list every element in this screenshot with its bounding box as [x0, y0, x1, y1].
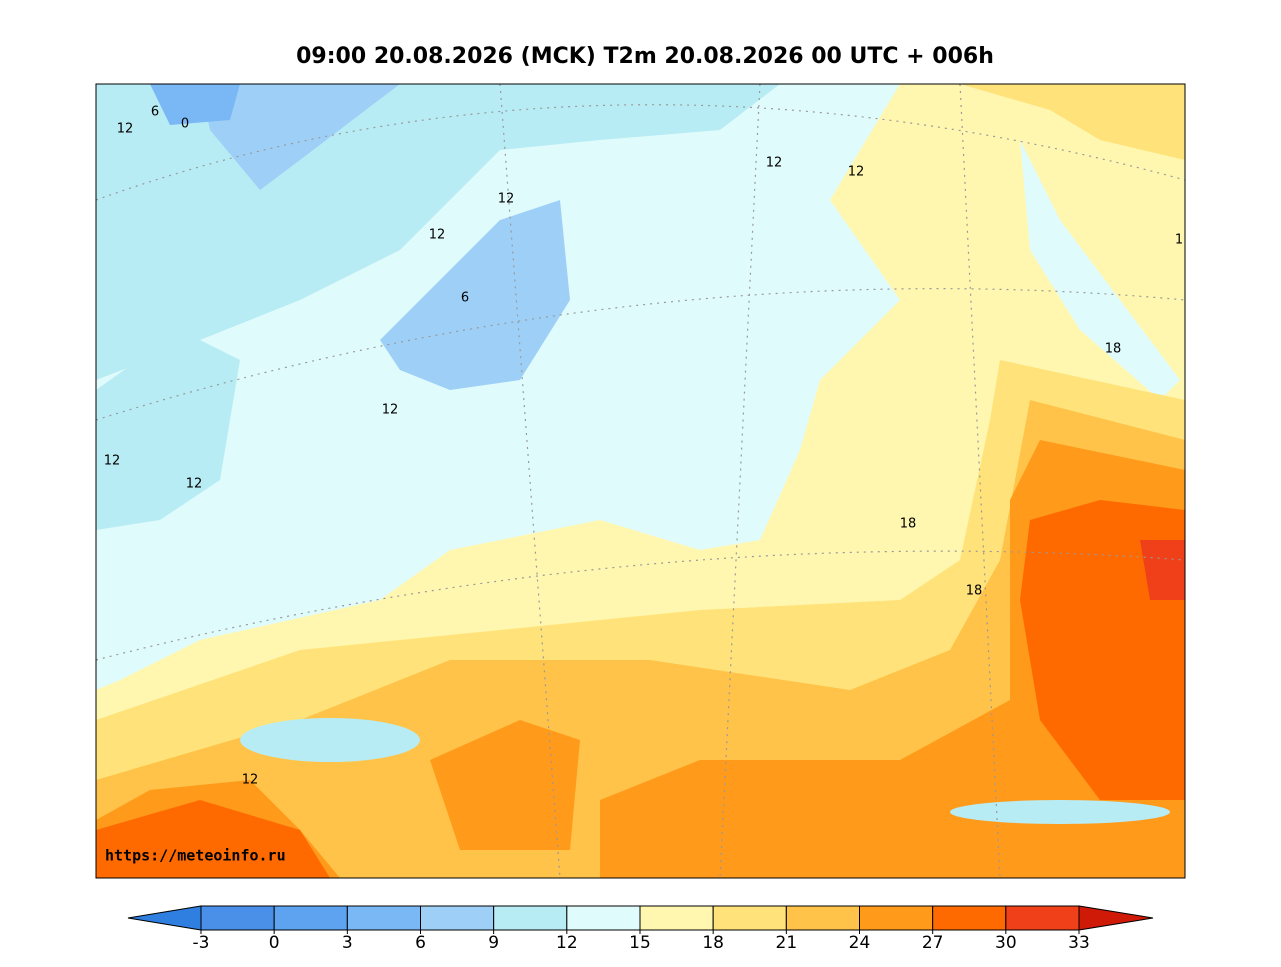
- contour-label: 12: [498, 192, 515, 207]
- colorbar-segment: [273, 905, 348, 931]
- colorbar-segment: [639, 905, 714, 931]
- colorbar-tick-label: 12: [556, 933, 578, 953]
- colorbar-tick-label: 6: [415, 933, 426, 953]
- colorbar-segment: [566, 905, 641, 931]
- colorbar-segment: [200, 905, 275, 931]
- colorbar-tick-label: 15: [629, 933, 651, 953]
- contour-label: 12: [766, 156, 783, 171]
- colorbar-tick-label: -3: [193, 933, 210, 953]
- contour-label: 18: [900, 517, 917, 532]
- colorbar-tick-label: 9: [488, 933, 499, 953]
- contour-labels: 12 6 0 12 12 12 12 6 12 12 12 12 18 18 1…: [104, 105, 1183, 788]
- colorbar-tick-label: 0: [269, 933, 280, 953]
- colorbar-segment: [346, 905, 422, 931]
- colorbar-tick-label: 27: [922, 933, 944, 953]
- credit: https://meteoinfo.ru: [105, 847, 286, 865]
- contour-label: 12: [104, 454, 121, 469]
- colorbar-tick-label: 18: [702, 933, 724, 953]
- colorbar-tick-label: 21: [776, 933, 798, 953]
- colorbar-under: [127, 905, 202, 931]
- contour-label: 0: [181, 117, 189, 132]
- title: 09:00 20.08.2026 (MCK) T2m 20.08.2026 00…: [296, 44, 994, 69]
- contour-label: 12: [186, 477, 203, 492]
- colorbar-segment: [932, 905, 1007, 931]
- colorbar-tick-label: 30: [995, 933, 1017, 953]
- colorbar-tick-label: 24: [849, 933, 871, 953]
- contour-label: 18: [1105, 342, 1122, 357]
- map: [96, 84, 1185, 878]
- contour-label: 12: [242, 773, 259, 788]
- colorbar: -3 0 3 6 9 12 15 18 21 24 27 30 33: [127, 905, 1154, 953]
- colorbar-tick-label: 3: [342, 933, 353, 953]
- contour-label: 12: [117, 122, 134, 137]
- colorbar-segment: [785, 905, 860, 931]
- colorbar-segment: [420, 905, 495, 931]
- colorbar-segment: [712, 905, 787, 931]
- colorbar-over: [1078, 905, 1154, 931]
- contour-label: 12: [848, 165, 865, 180]
- colorbar-segment: [859, 905, 934, 931]
- colorbar-segment: [1005, 905, 1080, 931]
- contour-label: 18: [966, 584, 983, 599]
- contour-label: 1: [1175, 233, 1183, 248]
- contour-label: 6: [461, 291, 469, 306]
- contour-label: 12: [382, 403, 399, 418]
- colorbar-tick-label: 33: [1068, 933, 1090, 953]
- contour-label: 12: [429, 228, 446, 243]
- colorbar-segment: [493, 905, 568, 931]
- map-frame: [95, 83, 1186, 879]
- contour-label: 6: [151, 105, 159, 120]
